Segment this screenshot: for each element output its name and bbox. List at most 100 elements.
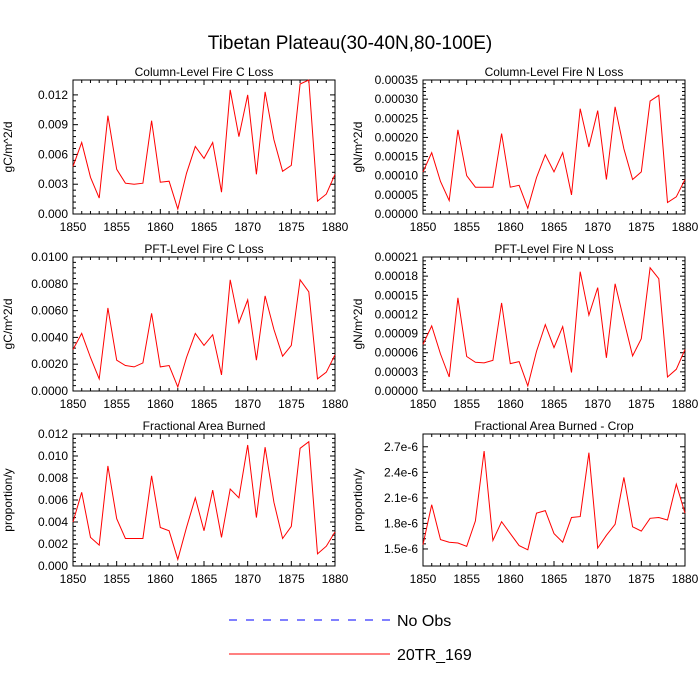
y-tick-label: 1.8e-6	[384, 516, 418, 530]
x-tick-label: 1865	[191, 572, 218, 586]
panel-title: PFT-Level Fire N Loss	[494, 242, 613, 256]
x-tick-label: 1870	[234, 397, 261, 411]
x-tick-label: 1870	[234, 220, 261, 234]
y-axis-label: gN/m^2/d	[351, 299, 365, 350]
x-tick-label: 1880	[322, 572, 349, 586]
x-tick-label: 1880	[672, 220, 699, 234]
y-tick-label: 0.00015	[375, 150, 419, 164]
y-tick-label: 0.00000	[375, 384, 419, 398]
x-tick-label: 1850	[410, 397, 437, 411]
x-tick-label: 1860	[147, 220, 174, 234]
x-tick-label: 1875	[278, 397, 305, 411]
y-tick-label: 0.0080	[31, 277, 68, 291]
panel-title: Fractional Area Burned	[143, 419, 266, 433]
y-tick-label: 0.0020	[31, 357, 68, 371]
x-tick-label: 1855	[103, 572, 130, 586]
chart-panels: Column-Level Fire C Loss gC/m^2/d 1850 1855…	[1, 65, 699, 586]
y-tick-label: 0.008	[38, 471, 68, 485]
x-tick-label: 1855	[103, 220, 130, 234]
panel-title: Fractional Area Burned - Crop	[474, 419, 634, 433]
x-tick-label: 1875	[628, 397, 655, 411]
series-line	[422, 94, 686, 210]
y-tick-label: 0.00009	[375, 327, 419, 341]
series-line	[72, 278, 336, 389]
x-tick-label: 1870	[584, 397, 611, 411]
x-tick-label: 1865	[541, 220, 568, 234]
chart-panel: PFT-Level Fire C Loss gC/m^2/d 1850 1855 186…	[1, 242, 349, 411]
chart-legend: No Obs 20TR_169	[229, 613, 472, 664]
plot-frame	[72, 79, 336, 215]
y-axis-label: gN/m^2/d	[351, 122, 365, 173]
x-tick-label: 1870	[584, 220, 611, 234]
x-tick-label: 1850	[410, 572, 437, 586]
x-tick-label: 1850	[60, 572, 87, 586]
plot-frame	[422, 433, 686, 567]
y-axis-label: proportion/y	[351, 468, 365, 531]
x-tick-label: 1880	[672, 397, 699, 411]
y-tick-label: 0.00018	[375, 269, 419, 283]
x-tick-label: 1875	[278, 572, 305, 586]
chart-main-title: Tibetan Plateau(30-40N,80-100E)	[207, 33, 493, 54]
y-tick-label: 0.00025	[375, 111, 419, 125]
y-tick-label: 0.006	[38, 493, 68, 507]
y-tick-label: 0.000	[38, 559, 68, 573]
chart-panel: Column-Level Fire N Loss gN/m^2/d 1850 1855…	[351, 65, 699, 234]
chart-panel: Fractional Area Burned - Crop proportion/…	[351, 419, 699, 586]
y-tick-label: 0.012	[38, 427, 68, 441]
x-tick-label: 1860	[147, 397, 174, 411]
x-tick-label: 1875	[278, 220, 305, 234]
x-tick-label: 1850	[60, 220, 87, 234]
x-tick-label: 1850	[410, 220, 437, 234]
x-tick-label: 1865	[191, 220, 218, 234]
y-tick-label: 0.00005	[375, 188, 419, 202]
y-axis-label: proportion/y	[1, 468, 15, 531]
y-tick-label: 2.7e-6	[384, 440, 418, 454]
chart-panel: PFT-Level Fire N Loss gN/m^2/d 1850 1855 186…	[351, 242, 699, 411]
y-tick-label: 0.010	[38, 449, 68, 463]
y-axis-label: gC/m^2/d	[1, 299, 15, 350]
x-tick-label: 1865	[191, 397, 218, 411]
y-tick-label: 0.006	[38, 147, 68, 161]
panel-title: Column-Level Fire N Loss	[485, 65, 624, 79]
x-tick-label: 1865	[541, 572, 568, 586]
plot-frame	[72, 256, 336, 392]
panel-title: Column-Level Fire C Loss	[135, 65, 274, 79]
y-tick-label: 0.00000	[375, 207, 419, 221]
x-tick-label: 1860	[497, 397, 524, 411]
y-tick-label: 2.4e-6	[384, 465, 418, 479]
y-axis-label: gC/m^2/d	[1, 122, 15, 173]
y-tick-label: 0.0060	[31, 304, 68, 318]
y-tick-label: 0.0000	[31, 384, 68, 398]
x-tick-label: 1855	[103, 397, 130, 411]
legend-label: 20TR_169	[397, 647, 472, 664]
x-tick-label: 1875	[628, 572, 655, 586]
x-tick-label: 1860	[147, 572, 174, 586]
x-tick-label: 1865	[541, 397, 568, 411]
y-tick-label: 0.012	[38, 88, 68, 102]
series-line	[422, 450, 686, 551]
series-line	[72, 440, 336, 562]
y-tick-label: 0.003	[38, 177, 68, 191]
x-tick-label: 1870	[584, 572, 611, 586]
y-tick-label: 0.00015	[375, 288, 419, 302]
series-line	[72, 79, 336, 211]
x-tick-label: 1850	[60, 397, 87, 411]
plot-frame	[72, 433, 336, 567]
y-tick-label: 0.00003	[375, 365, 419, 379]
y-tick-label: 0.00035	[375, 73, 419, 87]
x-tick-label: 1855	[453, 220, 480, 234]
y-tick-label: 0.00010	[375, 169, 419, 183]
y-tick-label: 0.00021	[375, 250, 419, 264]
x-tick-label: 1855	[453, 572, 480, 586]
y-tick-label: 0.00006	[375, 346, 419, 360]
chart-panel: Column-Level Fire C Loss gC/m^2/d 1850 1855…	[1, 65, 349, 234]
y-tick-label: 0.0040	[31, 330, 68, 344]
series-line	[422, 266, 686, 388]
x-tick-label: 1860	[497, 220, 524, 234]
y-tick-label: 0.000	[38, 207, 68, 221]
plot-frame	[422, 79, 686, 215]
x-tick-label: 1880	[322, 220, 349, 234]
x-tick-label: 1855	[453, 397, 480, 411]
y-tick-label: 1.5e-6	[384, 542, 418, 556]
